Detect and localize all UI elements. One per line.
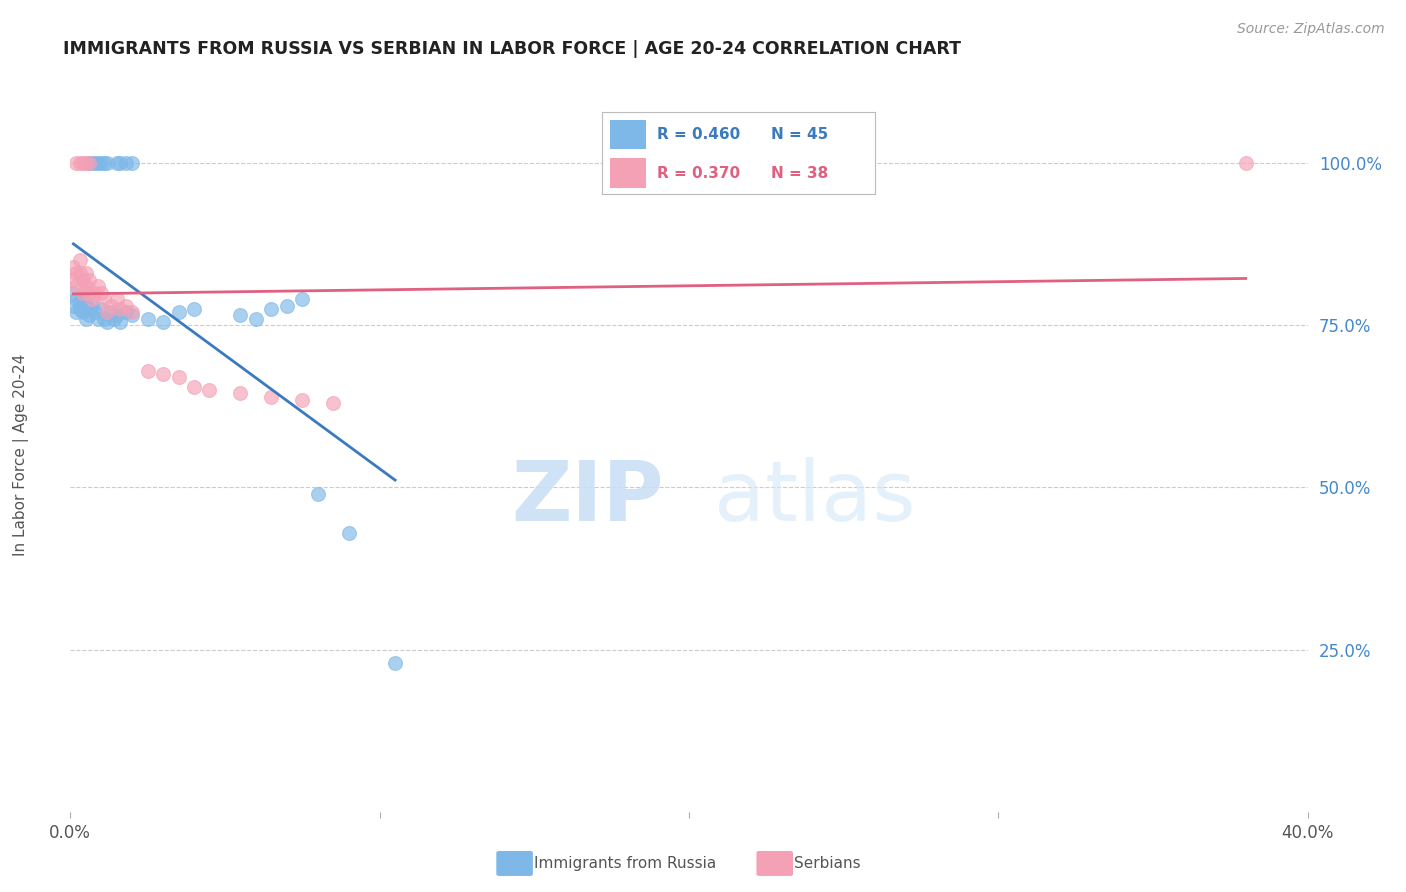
Point: [115, 299, 138, 313]
Point: [121, 156, 143, 170]
Point: [84, 305, 107, 319]
Point: [108, 315, 131, 329]
Text: N = 45: N = 45: [770, 127, 828, 142]
Point: [260, 390, 283, 404]
Point: [93, 311, 115, 326]
Point: [93, 156, 115, 170]
Point: [115, 156, 138, 170]
Point: [62, 260, 84, 274]
Point: [183, 301, 205, 316]
Point: [75, 266, 97, 280]
Text: Source: ZipAtlas.com: Source: ZipAtlas.com: [1237, 22, 1385, 37]
Point: [1234, 156, 1257, 170]
Point: [167, 370, 190, 384]
Point: [75, 156, 97, 170]
Point: [100, 299, 122, 313]
Point: [100, 305, 122, 319]
Point: [384, 656, 406, 670]
Point: [62, 285, 84, 300]
Point: [136, 311, 159, 326]
Point: [96, 156, 118, 170]
Point: [115, 305, 138, 319]
Point: [103, 311, 125, 326]
Point: [307, 487, 329, 501]
Point: [96, 315, 118, 329]
Point: [322, 396, 344, 410]
Text: ZIP: ZIP: [512, 458, 664, 538]
Point: [152, 367, 174, 381]
Point: [108, 156, 131, 170]
Point: [87, 311, 110, 326]
Point: [69, 253, 91, 268]
Point: [84, 156, 107, 170]
Point: [72, 305, 94, 319]
Point: [77, 301, 100, 316]
Point: [105, 309, 128, 323]
Point: [337, 525, 360, 540]
Point: [65, 305, 87, 319]
Point: [77, 309, 100, 323]
Point: [69, 266, 91, 280]
Point: [65, 266, 87, 280]
Text: Immigrants from Russia: Immigrants from Russia: [534, 856, 717, 871]
Point: [80, 299, 103, 313]
Point: [65, 292, 87, 306]
Text: R = 0.460: R = 0.460: [657, 127, 740, 142]
Point: [72, 292, 94, 306]
Point: [75, 311, 97, 326]
Point: [72, 285, 94, 300]
Point: [90, 301, 112, 316]
Point: [90, 285, 112, 300]
Point: [65, 279, 87, 293]
Point: [105, 156, 128, 170]
Bar: [610, 159, 645, 188]
Point: [245, 311, 267, 326]
Point: [80, 292, 103, 306]
Point: [87, 279, 110, 293]
Text: IMMIGRANTS FROM RUSSIA VS SERBIAN IN LABOR FORCE | AGE 20-24 CORRELATION CHART: IMMIGRANTS FROM RUSSIA VS SERBIAN IN LAB…: [63, 40, 962, 58]
Point: [69, 295, 91, 310]
Point: [77, 285, 100, 300]
Point: [72, 156, 94, 170]
Point: [69, 156, 91, 170]
Point: [291, 392, 314, 407]
Point: [96, 305, 118, 319]
Text: In Labor Force | Age 20-24: In Labor Force | Age 20-24: [13, 354, 28, 556]
Point: [229, 386, 252, 401]
Point: [77, 273, 100, 287]
Point: [121, 305, 143, 319]
Bar: [610, 120, 645, 149]
Point: [229, 309, 252, 323]
Text: atlas: atlas: [714, 458, 915, 538]
Point: [69, 301, 91, 316]
Text: Serbians: Serbians: [794, 856, 860, 871]
Point: [80, 156, 103, 170]
Text: R = 0.370: R = 0.370: [657, 166, 740, 180]
Point: [136, 363, 159, 377]
Point: [167, 305, 190, 319]
Point: [198, 383, 221, 397]
Point: [276, 299, 298, 313]
Point: [65, 156, 87, 170]
Text: N = 38: N = 38: [770, 166, 828, 180]
Point: [62, 299, 84, 313]
Point: [84, 285, 107, 300]
Point: [62, 273, 84, 287]
Point: [93, 292, 115, 306]
Point: [121, 309, 143, 323]
Point: [291, 292, 314, 306]
Point: [152, 315, 174, 329]
Point: [75, 299, 97, 313]
Point: [72, 273, 94, 287]
Point: [87, 156, 110, 170]
Point: [183, 380, 205, 394]
Point: [108, 301, 131, 316]
Point: [260, 301, 283, 316]
Point: [75, 279, 97, 293]
Point: [77, 156, 100, 170]
Point: [90, 156, 112, 170]
Point: [77, 156, 100, 170]
Point: [105, 292, 128, 306]
